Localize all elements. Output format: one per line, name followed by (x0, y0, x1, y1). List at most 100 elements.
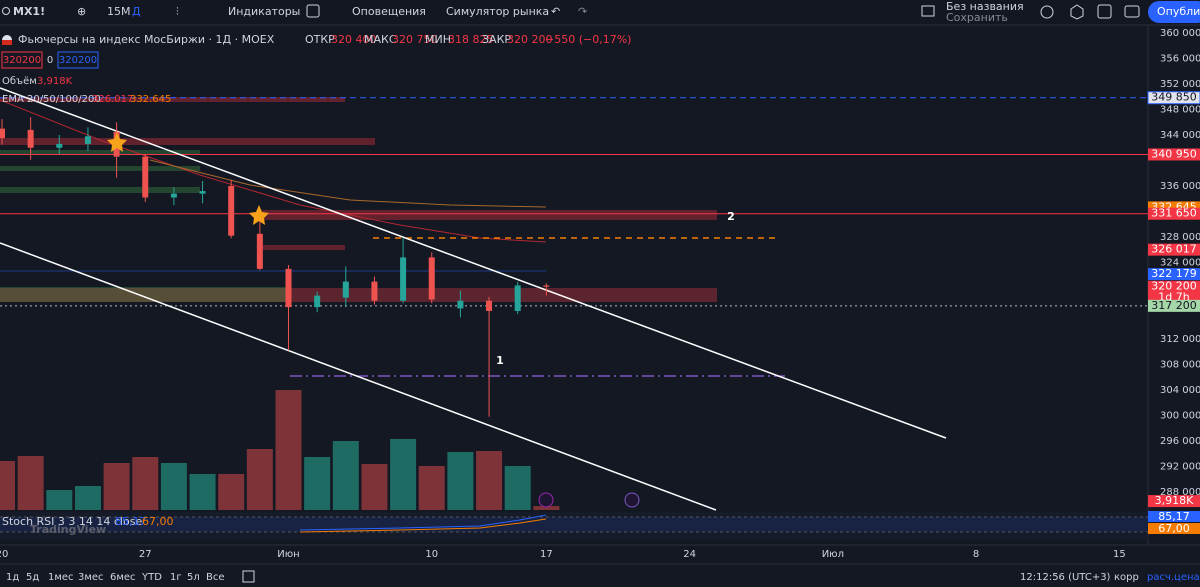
toolbar-icons (1040, 4, 1140, 20)
save-label[interactable]: Сохранить (946, 11, 1008, 24)
volume-bar (246, 449, 273, 510)
interval[interactable]: 15M (107, 5, 131, 18)
candle-body (457, 300, 464, 309)
candle-body (428, 257, 435, 300)
price-tag-label: 340 950 (1151, 147, 1197, 160)
trend-line (0, 87, 947, 439)
range-button[interactable]: 6мес (110, 572, 136, 583)
y-tick-label: 300 000 (1160, 411, 1200, 422)
stoch-tag-label: 67,00 (1158, 522, 1190, 535)
zone (260, 210, 717, 220)
layout-name[interactable]: Без названия (946, 0, 1024, 13)
candle-body (285, 268, 292, 308)
redo[interactable]: ↷ (578, 5, 587, 18)
volume-bar (17, 456, 44, 510)
y-tick-label: 356 000 (1160, 54, 1200, 65)
candle-body (400, 257, 407, 301)
settle-toggle[interactable]: расч.цена (1147, 572, 1200, 583)
range-button[interactable]: 1мес (48, 572, 74, 583)
ema-label: EMA 20/50/100/200 (2, 94, 101, 105)
price-tag-label: 331 650 (1151, 207, 1197, 220)
layout-icon[interactable] (921, 5, 935, 17)
range-button[interactable]: 5д (26, 572, 39, 583)
replay-button[interactable]: Симулятор рынка (446, 5, 549, 18)
price-tag-label: 317 200 (1151, 299, 1197, 312)
y-tick-label: 328 000 (1160, 232, 1200, 243)
range-button[interactable]: 1г (170, 572, 182, 583)
sell-box[interactable] (1, 51, 43, 69)
zone (0, 287, 290, 302)
price-tag (1148, 268, 1200, 281)
zones (0, 97, 717, 302)
price-tag (1148, 243, 1200, 256)
stoch-d (299, 518, 547, 533)
y-tick-label: 360 000 (1160, 28, 1200, 39)
price-tag-label: 322 179 (1151, 267, 1197, 280)
undo[interactable]: ↶ (551, 5, 560, 18)
event-icon[interactable] (538, 492, 554, 508)
volume-bar (46, 490, 73, 510)
range-button[interactable]: Все (206, 572, 225, 583)
price-tag-label: 320 200 (1151, 280, 1197, 293)
y-tick-label: 288 000 (1160, 487, 1200, 498)
ohlc-value: 320 750 (392, 33, 438, 46)
range-button[interactable]: 1д (6, 572, 19, 583)
add-icon[interactable]: ⊕ (77, 5, 86, 18)
stoch-tag-label: 85,17 (1158, 510, 1190, 523)
candle-body (228, 186, 235, 236)
range-button[interactable]: YTD (141, 572, 162, 583)
publish-button[interactable] (1148, 1, 1200, 23)
zone (0, 166, 200, 171)
chart-type[interactable]: Д (132, 5, 141, 18)
toolbar (0, 0, 1200, 25)
volume-bar (275, 390, 302, 510)
volume-bar (476, 451, 503, 510)
y-tick-label: 292 000 (1160, 462, 1200, 473)
icon[interactable] (1070, 4, 1084, 20)
bid[interactable]: 320200 (3, 55, 41, 66)
range-button[interactable]: 5л (187, 572, 200, 583)
buy-box[interactable] (57, 51, 99, 69)
compare-icon[interactable]: ⫶ (176, 5, 179, 18)
change: −550 (−0,17%) (545, 33, 631, 46)
annotation: 2 (727, 210, 735, 223)
icon[interactable] (1040, 5, 1054, 19)
calendar-icon[interactable] (242, 570, 255, 583)
alerts-button[interactable]: Оповещения (352, 5, 426, 18)
ohlc-label: МИН (425, 33, 451, 46)
price-tag (1148, 299, 1200, 312)
range-button[interactable]: 3мес (78, 572, 104, 583)
zone (0, 97, 345, 102)
y-tick-label: 324 000 (1160, 258, 1200, 269)
volume-tag (1148, 495, 1200, 508)
volume-bar (533, 506, 560, 510)
adj-toggle[interactable]: корр (1114, 572, 1139, 583)
stoch-d-value: 67,00 (142, 515, 174, 528)
icon[interactable] (1124, 5, 1140, 18)
price-tag (1148, 148, 1200, 161)
ask[interactable]: 320200 (59, 55, 97, 66)
volume-bar (332, 441, 359, 510)
candle-body (84, 136, 91, 144)
stoch-k-value: 85,17 (115, 515, 147, 528)
ohlc-value: 320 200 (507, 33, 553, 46)
icon[interactable] (1097, 4, 1112, 19)
candle-body (543, 285, 550, 287)
zone (0, 150, 200, 155)
event-icon[interactable] (624, 492, 640, 508)
annotation: 1 (496, 354, 504, 367)
candle-body (486, 300, 493, 311)
volume-bar (132, 457, 159, 510)
indicators-button[interactable]: Индикаторы (228, 5, 300, 18)
ema-value: 332.645 (130, 94, 171, 105)
ema-line (149, 159, 547, 208)
search-icon[interactable] (2, 7, 10, 15)
stoch-tag (1148, 523, 1200, 534)
symbol[interactable]: MX1! (13, 5, 45, 18)
candle-body (514, 285, 521, 311)
volume-bar (103, 463, 130, 510)
layout-icon[interactable] (306, 4, 320, 18)
y-tick-label: 336 000 (1160, 181, 1200, 192)
publish-label[interactable]: Опублик (1157, 5, 1200, 18)
